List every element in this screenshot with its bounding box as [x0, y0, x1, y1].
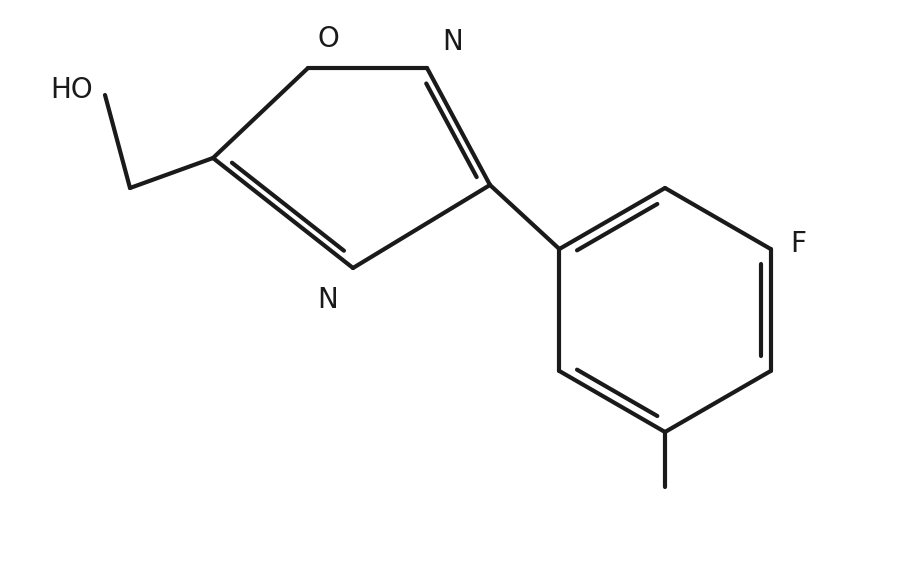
Text: F: F: [790, 230, 805, 258]
Text: O: O: [318, 25, 340, 53]
Text: N: N: [317, 286, 338, 314]
Text: HO: HO: [51, 76, 93, 104]
Text: N: N: [442, 28, 462, 56]
